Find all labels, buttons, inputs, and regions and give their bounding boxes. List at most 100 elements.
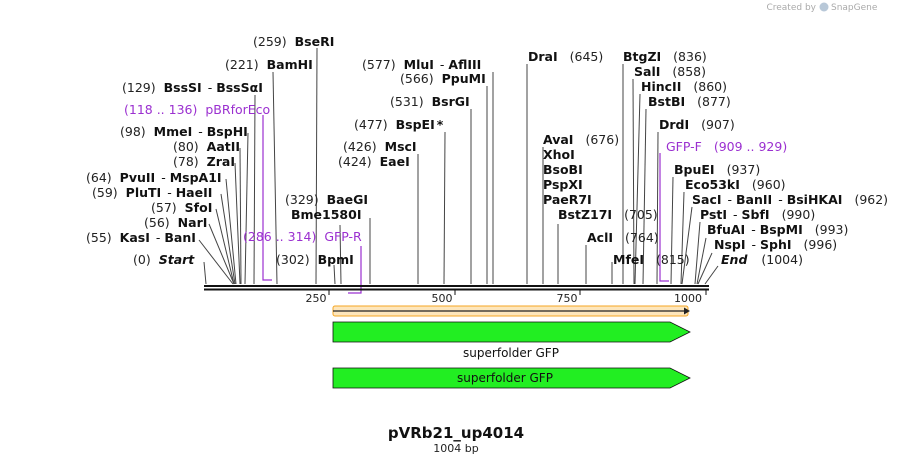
gfp-inner-label: superfolder GFP <box>457 371 553 385</box>
gfp-arrow-2[interactable] <box>332 367 691 389</box>
site-label[interactable]: BstZ17I (705) <box>558 207 658 222</box>
gfp-arrow[interactable] <box>332 321 691 343</box>
site-label[interactable]: (259) BseRI <box>253 34 334 49</box>
connector-bfuai <box>696 237 707 285</box>
site-label[interactable]: (56) NarI <box>144 215 207 230</box>
connector-bpmi <box>333 264 336 285</box>
site-connectors <box>198 47 719 285</box>
primer-pbrforeco-line <box>262 115 272 281</box>
snapgene-credit: Created by SnapGene <box>766 2 878 13</box>
site-label[interactable]: (80) AatII <box>173 139 240 154</box>
site-label[interactable]: (477) BspEI * <box>354 117 444 132</box>
gfp-label: superfolder GFP <box>463 346 559 360</box>
site-label[interactable]: MfeI (815) <box>613 252 690 267</box>
site-label[interactable]: (577) MluI - AflIII <box>362 57 481 72</box>
site-label[interactable]: (426) MscI <box>343 139 417 154</box>
connector-sali <box>632 78 635 285</box>
site-label[interactable]: HincII (860) <box>641 79 727 94</box>
orf-feature[interactable] <box>332 305 690 317</box>
gfp-feature[interactable]: superfolder GFP <box>332 321 691 360</box>
primer-connectors <box>262 115 669 294</box>
credit-brand: SnapGene <box>831 3 878 13</box>
tick-label: 750 <box>557 292 578 305</box>
primer-gfpf-line <box>659 153 669 282</box>
site-label[interactable]: (57) SfoI <box>151 200 212 215</box>
site-label[interactable]: BsoBI <box>543 162 583 177</box>
site-label[interactable]: SalI (858) <box>634 64 706 79</box>
site-label[interactable]: (64) PvuII - MspA1I <box>86 170 222 185</box>
tick-label: 1000 <box>674 292 702 305</box>
connector-kasi <box>198 239 234 285</box>
connector-bstbi <box>642 108 647 285</box>
connector-bseri <box>315 47 318 285</box>
site-label[interactable]: (221) BamHI <box>225 57 313 72</box>
primer-label-gfpf[interactable]: GFP-F (909 .. 929) <box>666 139 787 154</box>
primer-gfpr-line <box>348 246 362 294</box>
site-label[interactable]: (424) EaeI <box>338 154 410 169</box>
site-label[interactable]: (566) PpuMI <box>400 71 486 86</box>
orf-arrowhead-icon <box>684 307 690 315</box>
site-label[interactable]: AclI (764) <box>587 230 659 245</box>
site-label[interactable]: (55) KasI - BanI <box>86 230 196 245</box>
site-label[interactable]: (98) MmeI - BspHI <box>120 124 248 139</box>
backbone-bottom-strand <box>204 288 709 291</box>
connector-hincii <box>634 93 641 285</box>
connector-pvuii <box>225 178 237 285</box>
connector-drdi <box>656 131 659 285</box>
site-label[interactable]: DrdI (907) <box>659 117 735 132</box>
site-label[interactable]: SacI - BanII - BsiHKAI (962) <box>692 192 888 207</box>
site-label[interactable]: PaeR7I <box>543 192 592 207</box>
ruler: 250 500 750 1000 <box>306 290 707 305</box>
connector-nspi <box>697 252 713 285</box>
site-label[interactable]: Bme1580I <box>291 207 361 222</box>
dna-backbone <box>204 285 709 291</box>
site-label[interactable]: BtgZI (836) <box>623 49 707 64</box>
site-label[interactable]: (129) BssSI - BssSαI <box>122 80 263 95</box>
connector-bsssi <box>253 94 256 285</box>
left-site-labels: (259) BseRI (221) BamHI (129) BssSI - BssSαI … <box>86 34 486 267</box>
gfp-feature-2[interactable]: superfolder GFP <box>332 367 691 389</box>
connector-baegi <box>339 224 342 285</box>
site-label[interactable]: NspI - SphI (996) <box>714 237 837 252</box>
connector-start <box>203 261 207 285</box>
site-label[interactable]: (329) BaeGI <box>285 192 368 207</box>
backbone-top-strand <box>204 285 709 287</box>
connector-nari <box>208 223 235 285</box>
connector-mmei <box>244 132 249 285</box>
connector-zrai <box>234 162 241 285</box>
site-label[interactable]: XhoI <box>543 147 575 162</box>
site-label[interactable]: Eco53kI (960) <box>685 177 786 192</box>
site-label[interactable]: BfuAI - BspMI (993) <box>707 222 848 237</box>
connector-sfoi <box>215 208 235 285</box>
connector-saci <box>681 206 693 285</box>
site-label[interactable]: (302) BpmI <box>276 252 354 267</box>
connector-pluti <box>220 193 236 285</box>
right-site-labels: DraI (645) AvaI (676) XhoI BsoBI PspXI Pae… <box>528 49 888 267</box>
site-label[interactable]: AvaI (676) <box>543 132 619 147</box>
site-label[interactable]: (59) PluTI - HaeII <box>92 185 212 200</box>
connector-aatii <box>239 147 242 285</box>
connector-psti <box>694 221 701 285</box>
snapgene-logo-icon <box>819 2 829 12</box>
site-label[interactable]: PspXI <box>543 177 583 192</box>
credit-text: Created by <box>766 3 816 13</box>
site-label[interactable]: PstI - SbfI (990) <box>700 207 815 222</box>
map-length: 1004 bp <box>433 442 478 455</box>
site-label[interactable]: BpuEI (937) <box>674 162 760 177</box>
start-label[interactable]: (0) Start <box>133 252 195 267</box>
site-label[interactable]: BstBI (877) <box>648 94 731 109</box>
tick-label: 250 <box>306 292 327 305</box>
end-label[interactable]: End (1004) <box>721 252 803 267</box>
connector-bspei <box>443 131 446 285</box>
connector-end <box>704 265 719 285</box>
map-title: pVRb21_up4014 <box>388 424 524 442</box>
connector-bpuei <box>670 176 674 285</box>
primer-label-gfpr[interactable]: (286 .. 314) GFP-R <box>243 229 362 244</box>
tick-label: 500 <box>432 292 453 305</box>
site-label[interactable]: (78) ZraI <box>173 154 235 169</box>
site-label[interactable]: DraI (645) <box>528 49 603 64</box>
connector-eco53ki <box>680 191 685 285</box>
primer-label-pbrforeco[interactable]: (118 .. 136) pBRforEco <box>124 102 270 117</box>
site-label[interactable]: (531) BsrGI <box>390 94 470 109</box>
connector-bamhi <box>272 71 278 285</box>
